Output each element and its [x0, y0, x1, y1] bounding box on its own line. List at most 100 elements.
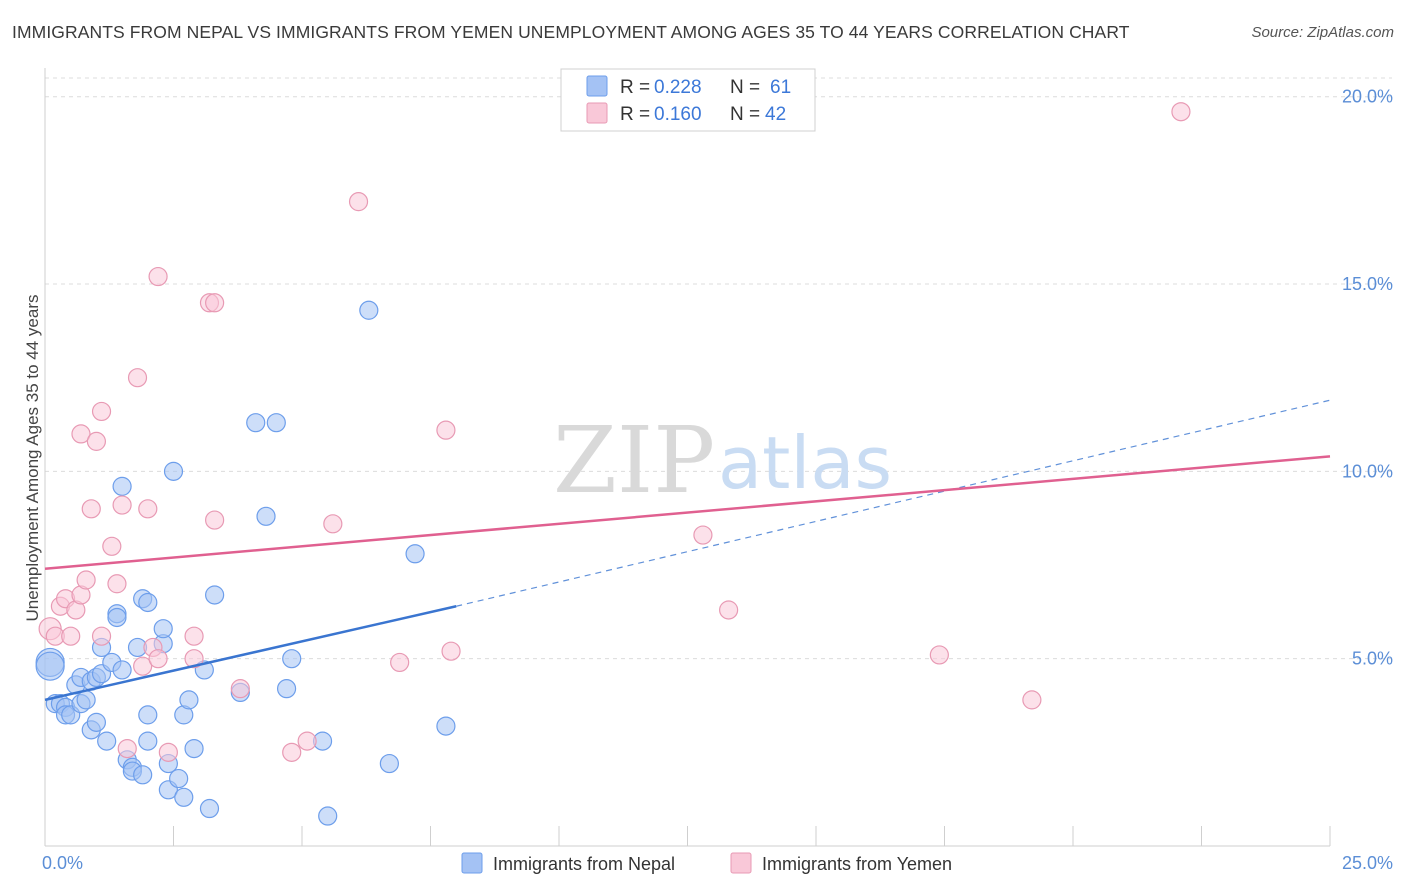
data-point — [205, 510, 225, 530]
data-point — [719, 600, 739, 620]
series-legend: Immigrants from Nepal Immigrants from Ye… — [461, 852, 952, 874]
series-nepal-points — [35, 300, 456, 826]
data-point — [117, 738, 137, 759]
data-point — [91, 626, 112, 646]
legend-r-label-yemen: R = — [620, 104, 650, 125]
data-point — [348, 192, 369, 212]
data-point — [276, 679, 297, 699]
data-point — [138, 731, 158, 751]
data-points — [35, 102, 1191, 826]
legend-r-value-nepal: 0.228 — [654, 77, 702, 98]
trend-lines — [44, 399, 1331, 702]
watermark-atlas: atlas — [718, 421, 892, 505]
data-point — [102, 536, 122, 556]
tick-labels: 5.0% 10.0% 15.0% 20.0% 0.0% 25.0% — [42, 87, 1393, 873]
data-point — [107, 574, 127, 594]
legend-swatch-yemen — [586, 102, 608, 124]
data-point — [1171, 102, 1191, 122]
data-point — [153, 619, 173, 639]
data-point — [174, 787, 194, 807]
x-tick-label: 0.0% — [42, 853, 83, 873]
legend-box: R = 0.228 N = 61 R = 0.160 N = 42 — [560, 68, 816, 132]
data-point — [405, 544, 425, 564]
legend-swatch-nepal — [586, 75, 608, 97]
data-point — [138, 705, 158, 725]
data-point — [163, 461, 184, 481]
data-point — [91, 401, 112, 422]
data-point — [148, 266, 168, 287]
data-point — [359, 300, 379, 320]
trend-line-nepal — [44, 605, 457, 702]
data-point — [323, 514, 343, 534]
data-point — [86, 431, 107, 451]
data-point — [282, 742, 302, 762]
data-point — [282, 649, 302, 669]
data-point — [158, 742, 178, 762]
y-tick-label: 5.0% — [1352, 649, 1393, 669]
data-point — [693, 525, 713, 545]
y-tick-label: 20.0% — [1342, 87, 1393, 107]
data-point — [138, 499, 158, 519]
data-point — [179, 690, 199, 710]
data-point — [133, 656, 153, 676]
gridlines — [45, 77, 1392, 660]
data-point — [256, 506, 276, 526]
watermark-zip: ZIP — [553, 407, 715, 514]
data-point — [138, 592, 158, 613]
data-point — [246, 413, 266, 433]
legend-n-value-nepal: 61 — [770, 77, 791, 98]
legend-r-label-nepal: R = — [620, 77, 650, 98]
data-point — [127, 368, 148, 388]
data-point — [205, 585, 225, 605]
data-point — [929, 645, 949, 665]
source-label: Source: ZipAtlas.com — [1251, 24, 1394, 41]
data-point — [71, 424, 91, 444]
y-tick-label: 15.0% — [1342, 274, 1393, 294]
data-point — [107, 607, 127, 628]
data-point — [1022, 690, 1042, 710]
trend-line-yemen — [44, 455, 1331, 571]
data-point — [205, 293, 225, 313]
data-point — [436, 420, 456, 440]
data-point — [112, 476, 132, 496]
series-yemen-points — [38, 102, 1191, 762]
series-legend-label-nepal: Immigrants from Nepal — [493, 854, 675, 874]
data-point — [61, 626, 81, 646]
data-point — [297, 731, 317, 751]
x-tick-label: 25.0% — [1342, 853, 1393, 873]
data-point — [266, 413, 286, 433]
data-point — [379, 753, 399, 774]
data-point — [76, 570, 96, 590]
data-point — [390, 652, 410, 673]
data-point — [97, 731, 117, 751]
data-point — [184, 738, 204, 759]
data-point — [81, 499, 101, 519]
data-point — [436, 716, 456, 736]
legend-n-value-yemen: 42 — [765, 104, 786, 125]
data-point — [86, 712, 107, 732]
legend-n-label-nepal: N = — [730, 77, 760, 98]
trend-line-nepal-extension — [456, 399, 1331, 607]
watermark: ZIP atlas — [553, 407, 892, 514]
y-tick-label: 10.0% — [1342, 461, 1393, 481]
data-point — [169, 768, 189, 789]
data-point — [76, 690, 96, 710]
data-point — [184, 649, 204, 669]
data-point — [133, 765, 153, 785]
axes — [44, 68, 1331, 847]
data-point — [441, 641, 461, 661]
y-axis-label: Unemployment Among Ages 35 to 44 years — [23, 295, 42, 622]
data-point — [184, 626, 204, 646]
data-point — [199, 798, 220, 819]
data-point — [112, 495, 132, 515]
series-legend-swatch-nepal — [461, 852, 483, 874]
series-legend-swatch-yemen — [730, 852, 752, 874]
data-point — [318, 806, 338, 826]
data-point — [230, 679, 250, 699]
chart-title: IMMIGRANTS FROM NEPAL VS IMMIGRANTS FROM… — [12, 22, 1130, 42]
legend-r-value-yemen: 0.160 — [654, 104, 702, 125]
data-point — [148, 649, 168, 669]
legend-n-label-yemen: N = — [730, 104, 760, 125]
series-legend-label-yemen: Immigrants from Yemen — [762, 854, 952, 874]
